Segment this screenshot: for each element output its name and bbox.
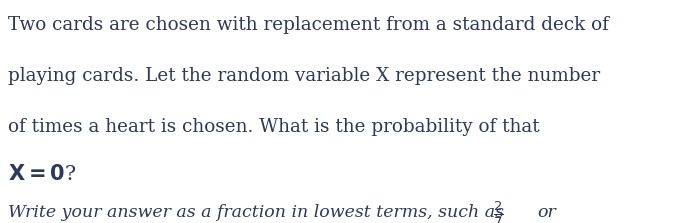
Text: Two cards are chosen with replacement from a standard deck of: Two cards are chosen with replacement fr… [8,16,609,34]
Text: of times a heart is chosen. What is the probability of that: of times a heart is chosen. What is the … [8,118,540,136]
Text: playing cards. Let the random variable X represent the number: playing cards. Let the random variable X… [8,67,600,85]
Text: or: or [537,204,556,221]
Text: Write your answer as a fraction in lowest terms, such as: Write your answer as a fraction in lowes… [8,204,515,221]
Text: $\frac{2}{7}$: $\frac{2}{7}$ [493,200,503,223]
Text: $\bf{X = 0}$?: $\bf{X = 0}$? [8,164,77,184]
